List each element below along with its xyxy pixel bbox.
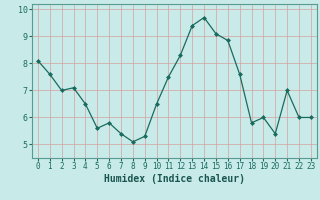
X-axis label: Humidex (Indice chaleur): Humidex (Indice chaleur) [104,174,245,184]
